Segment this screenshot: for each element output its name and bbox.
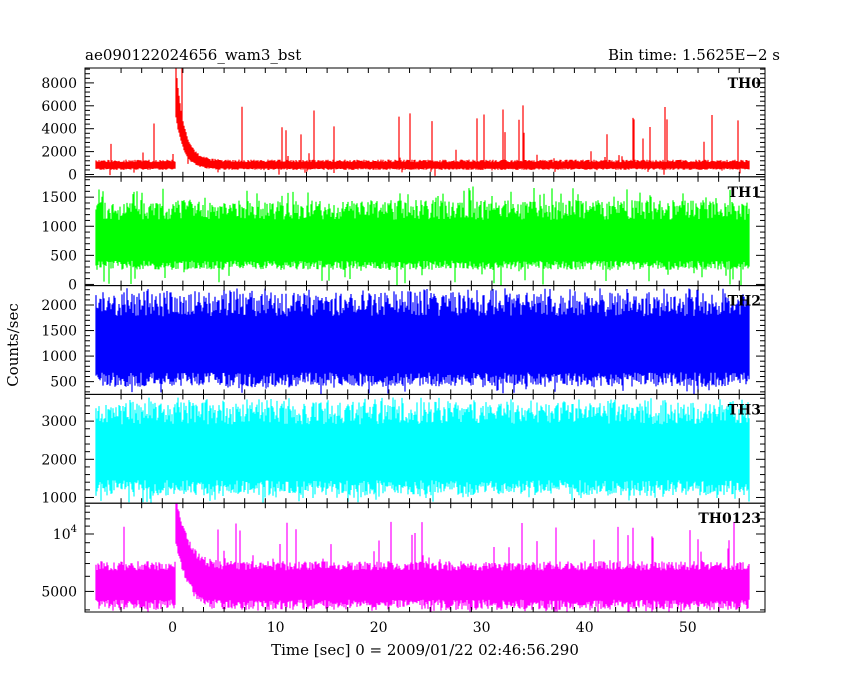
y-tick-label: 3000 bbox=[41, 414, 77, 430]
y-tick-label: 1500 bbox=[41, 190, 77, 206]
x-tick-label: 20 bbox=[370, 620, 388, 636]
x-tick-label: 0 bbox=[168, 620, 177, 636]
y-axis-label: Counts/sec bbox=[4, 303, 22, 387]
panel-label: TH1 bbox=[728, 185, 761, 201]
panel-th0: 0 2000 4000 6000 8000 TH0 bbox=[41, 67, 766, 184]
y-tick-label: 0 bbox=[68, 277, 77, 293]
y-tick-label: 1500 bbox=[41, 324, 77, 340]
x-tick-label: 30 bbox=[473, 620, 491, 636]
panel-frame bbox=[84, 502, 766, 613]
series-th2 bbox=[95, 288, 750, 395]
bin-time-label: Bin time: 1.5625E−2 s bbox=[608, 46, 780, 64]
x-tick-label: 40 bbox=[576, 620, 594, 636]
y-tick-label: 8000 bbox=[41, 76, 77, 92]
y-tick-label: 4000 bbox=[41, 122, 77, 138]
y-tick-label: 1000 bbox=[41, 219, 77, 235]
panel-label: TH3 bbox=[728, 402, 761, 418]
series-th0123 bbox=[95, 503, 750, 612]
x-tick-label: 50 bbox=[679, 620, 697, 636]
panel-label: TH0123 bbox=[698, 511, 761, 527]
series-th1 bbox=[95, 186, 750, 286]
y-tick-label: 2000 bbox=[41, 145, 77, 161]
y-tick-label: 0 bbox=[68, 168, 77, 184]
series-th0 bbox=[95, 68, 750, 176]
y-tick-label: 2000 bbox=[41, 298, 77, 314]
panel-label: TH2 bbox=[728, 294, 761, 310]
series-th3 bbox=[95, 397, 750, 504]
panel-th0123: 5000 104 TH0123 bbox=[41, 502, 766, 613]
x-axis-label: Time [sec] 0 = 2009/01/22 02:46:56.290 bbox=[271, 641, 579, 659]
y-ticks bbox=[85, 394, 765, 504]
panel-th3: 1000 2000 3000 TH3 bbox=[41, 393, 766, 506]
panel-th1: 0 500 1000 1500 TH1 bbox=[41, 176, 766, 293]
x-tick-label: 10 bbox=[267, 620, 285, 636]
y-tick-label: 500 bbox=[50, 248, 77, 264]
chart-title: ae090122024656_wam3_bst bbox=[85, 46, 301, 64]
panel-label: TH0 bbox=[728, 76, 762, 92]
y-ticks bbox=[85, 503, 765, 612]
y-tick-label: 500 bbox=[50, 375, 77, 391]
y-tick-label: 1000 bbox=[41, 349, 77, 365]
y-ticks bbox=[85, 68, 765, 177]
panel-th2: 500 1000 1500 2000 TH2 bbox=[41, 285, 766, 395]
y-tick-label: 1000 bbox=[41, 490, 77, 506]
y-tick-label: 5000 bbox=[41, 584, 77, 600]
y-tick-label: 6000 bbox=[41, 99, 77, 115]
y-tick-label: 104 bbox=[53, 524, 77, 543]
y-tick-label: 2000 bbox=[41, 452, 77, 468]
y-ticks bbox=[85, 176, 765, 286]
y-ticks bbox=[85, 285, 765, 395]
